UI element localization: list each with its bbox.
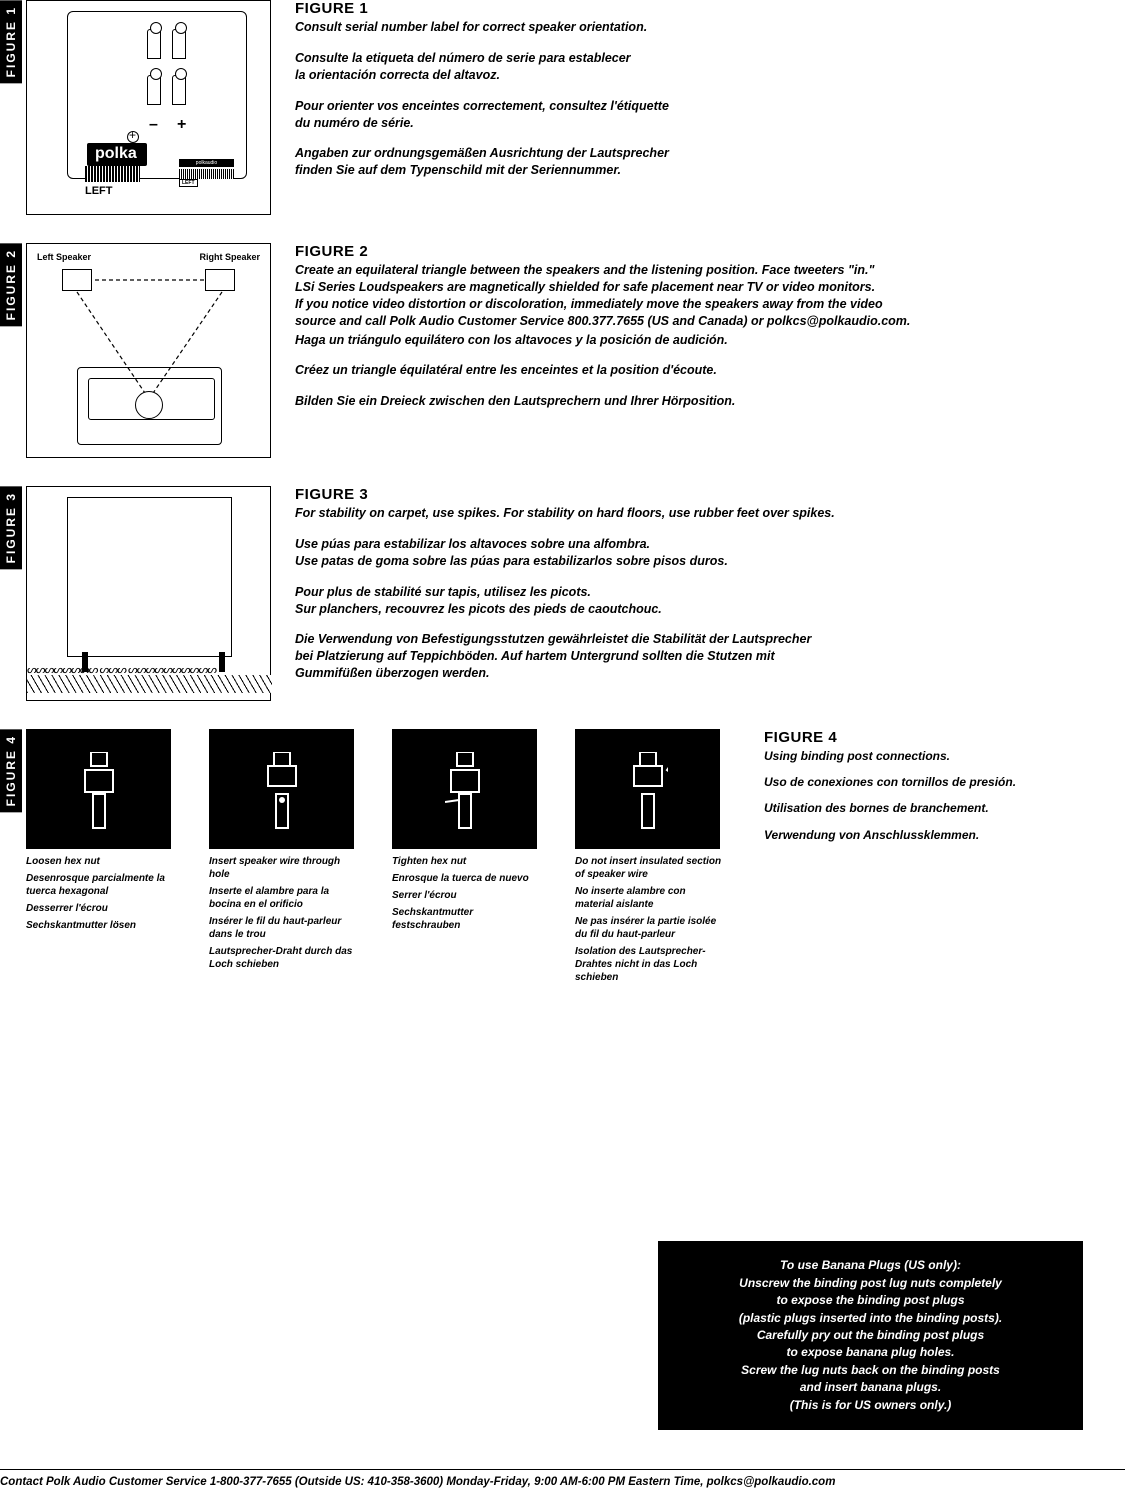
figure-2-image: Left Speaker Right Speaker [26, 243, 271, 458]
fig2-en3: If you notice video distortion or discol… [295, 296, 1085, 313]
fig4-c4-l2: No inserte alambre con material aislante [575, 885, 725, 911]
fig3-es1: Use púas para estabilizar los altavoces … [295, 536, 1085, 553]
plus-icon: + [177, 116, 186, 134]
fig3-fr2: Sur planchers, recouvrez les picots des … [295, 601, 1085, 618]
fig2-fr: Créez un triangle équilatéral entre les … [295, 362, 1085, 379]
fig1-en: Consult serial number label for correct … [295, 19, 1085, 36]
banana-l7: Screw the lug nuts back on the binding p… [676, 1362, 1065, 1379]
banana-l5: Carefully pry out the binding post plugs [676, 1327, 1065, 1344]
figure-4-title: FIGURE 4 [764, 729, 1125, 746]
fig2-en4: source and call Polk Audio Customer Serv… [295, 313, 1085, 330]
fig4-c4-l4: Isolation des Lautsprecher-Drahtes nicht… [575, 945, 725, 984]
figure-3-title: FIGURE 3 [295, 486, 1085, 503]
banana-plug-note: To use Banana Plugs (US only): Unscrew t… [658, 1241, 1083, 1430]
figure-3-section: FIGURE 3 ᔕᔕᔕᔕᔕᔕᔕᔕ ᔕᔕᔕ ᔕᔕᔕᔕᔕᔕᔕᔕᔕᔕ FIGURE … [0, 486, 1125, 701]
fig2-es: Haga un triángulo equilátero con los alt… [295, 332, 1085, 349]
figure-3-tab: FIGURE 3 [0, 486, 22, 569]
left-label: LEFT [85, 185, 113, 197]
fig1-de2: finden Sie auf dem Typenschild mit der S… [295, 162, 1085, 179]
banana-l3: to expose the binding post plugs [676, 1292, 1065, 1309]
fig4-c3-l4: Sechskantmutter festschrauben [392, 906, 542, 932]
fig4-fr: Utilisation des bornes de branchement. [764, 800, 1125, 816]
figure-1-title: FIGURE 1 [295, 0, 1085, 17]
fig4-c2-l2: Inserte el alambre para la bocina en el … [209, 885, 359, 911]
fig4-c3-l2: Enrosque la tuerca de nuevo [392, 872, 542, 885]
figure-4-section: FIGURE 4 Loosen hex nut Desenrosque parc… [0, 729, 1125, 988]
fig3-es2: Use patas de goma sobre las púas para es… [295, 553, 1085, 570]
listener-icon [135, 391, 163, 419]
fig1-fr2: du numéro de série. [295, 115, 1085, 132]
binding-post-icon [79, 752, 119, 832]
banana-l1: To use Banana Plugs (US only): [676, 1257, 1065, 1274]
fig4-c3-l3: Serrer l'écrou [392, 889, 542, 902]
figure-4-tab: FIGURE 4 [0, 729, 22, 812]
fig4-de: Verwendung von Anschlussklemmen. [764, 827, 1125, 843]
figure-1-box: – + polka LEFT polkaudio LEFT [26, 0, 271, 215]
fig3-en: For stability on carpet, use spikes. For… [295, 505, 1085, 522]
barcode-small-icon [179, 169, 234, 179]
carpet-icon: ᔕᔕᔕᔕᔕᔕᔕᔕ ᔕᔕᔕ ᔕᔕᔕᔕᔕᔕᔕᔕᔕᔕ [27, 665, 272, 700]
fig3-de3: Gummifüßen überzogen werden. [295, 665, 1085, 682]
figure-1-text: FIGURE 1 Consult serial number label for… [295, 0, 1125, 193]
fig1-es1: Consulte la etiqueta del número de serie… [295, 50, 1085, 67]
minus-icon: – [149, 116, 158, 134]
screw-icon [127, 131, 139, 143]
fig4-img4 [575, 729, 720, 849]
figure-2-section: FIGURE 2 Left Speaker Right Speaker FIGU… [0, 243, 1125, 458]
fig4-c2-l1: Insert speaker wire through hole [209, 855, 359, 881]
polk-logo: polka [87, 143, 147, 166]
fig4-c1-l4: Sechskantmutter lösen [26, 919, 176, 932]
fig4-c2-l4: Lautsprecher-Draht durch das Loch schieb… [209, 945, 359, 971]
left-small-label: LEFT [179, 179, 198, 187]
fig4-c4-l1: Do not insert insulated section of speak… [575, 855, 725, 881]
fig4-col2: Insert speaker wire through hole Inserte… [209, 729, 384, 975]
fig4-c2-l3: Insérer le fil du haut-parleur dans le t… [209, 915, 359, 941]
fig3-de1: Die Verwendung von Befestigungsstutzen g… [295, 631, 1085, 648]
fig4-col3: Tighten hex nut Enrosque la tuerca de nu… [392, 729, 567, 936]
fig4-c3-l1: Tighten hex nut [392, 855, 542, 868]
fig3-de2: bei Platzierung auf Teppichböden. Auf ha… [295, 648, 1085, 665]
fig2-en2: LSi Series Loudspeakers are magnetically… [295, 279, 1085, 296]
fig4-en: Using binding post connections. [764, 748, 1125, 764]
figure-1-section: FIGURE 1 – + polka LEFT polkaudio LEFT F… [0, 0, 1125, 215]
figure-2-text: FIGURE 2 Create an equilateral triangle … [295, 243, 1125, 424]
footer: Contact Polk Audio Customer Service 1-80… [0, 1469, 1125, 1488]
banana-l6: to expose banana plug holes. [676, 1344, 1065, 1361]
banana-l9: (This is for US owners only.) [676, 1397, 1065, 1414]
fig3-fr1: Pour plus de stabilité sur tapis, utilis… [295, 584, 1085, 601]
binding-post-icon [445, 752, 485, 832]
fig4-col4: Do not insert insulated section of speak… [575, 729, 750, 988]
fig4-c1-l1: Loosen hex nut [26, 855, 176, 868]
figure-3-box: ᔕᔕᔕᔕᔕᔕᔕᔕ ᔕᔕᔕ ᔕᔕᔕᔕᔕᔕᔕᔕᔕᔕ [26, 486, 271, 701]
polk-small-label: polkaudio [179, 159, 234, 167]
fig4-es: Uso de conexiones con tornillos de presi… [764, 774, 1125, 790]
fig2-en1: Create an equilateral triangle between t… [295, 262, 1085, 279]
fig1-de1: Angaben zur ordnungsgemäßen Ausrichtung … [295, 145, 1085, 162]
barcode-icon [85, 166, 140, 182]
binding-post-icon [262, 752, 302, 832]
figure-1-tab: FIGURE 1 [0, 0, 22, 83]
banana-l4: (plastic plugs inserted into the binding… [676, 1310, 1065, 1327]
figure-1-image: – + polka LEFT polkaudio LEFT [26, 0, 271, 215]
binding-post-icon [628, 752, 668, 832]
fig2-de: Bilden Sie ein Dreieck zwischen den Laut… [295, 393, 1085, 410]
figure-2-tab: FIGURE 2 [0, 243, 22, 326]
fig4-img3 [392, 729, 537, 849]
figure-2-box: Left Speaker Right Speaker [26, 243, 271, 458]
figure-3-image: ᔕᔕᔕᔕᔕᔕᔕᔕ ᔕᔕᔕ ᔕᔕᔕᔕᔕᔕᔕᔕᔕᔕ [26, 486, 271, 701]
fig4-img1 [26, 729, 171, 849]
figure-2-title: FIGURE 2 [295, 243, 1085, 260]
fig4-img2 [209, 729, 354, 849]
banana-l2: Unscrew the binding post lug nuts comple… [676, 1275, 1065, 1292]
banana-l8: and insert banana plugs. [676, 1379, 1065, 1396]
fig4-c4-l3: Ne pas insérer la partie isolée du fil d… [575, 915, 725, 941]
fig4-c1-l3: Desserrer l'écrou [26, 902, 176, 915]
figure-4-text: FIGURE 4 Using binding post connections.… [758, 729, 1125, 853]
figure-3-text: FIGURE 3 For stability on carpet, use sp… [295, 486, 1125, 696]
fig4-col1: Loosen hex nut Desenrosque parcialmente … [26, 729, 201, 936]
fig1-es2: la orientación correcta del altavoz. [295, 67, 1085, 84]
fig4-c1-l2: Desenrosque parcialmente la tuerca hexag… [26, 872, 176, 898]
fig1-fr1: Pour orienter vos enceintes correctement… [295, 98, 1085, 115]
speaker-body-icon [67, 497, 232, 657]
